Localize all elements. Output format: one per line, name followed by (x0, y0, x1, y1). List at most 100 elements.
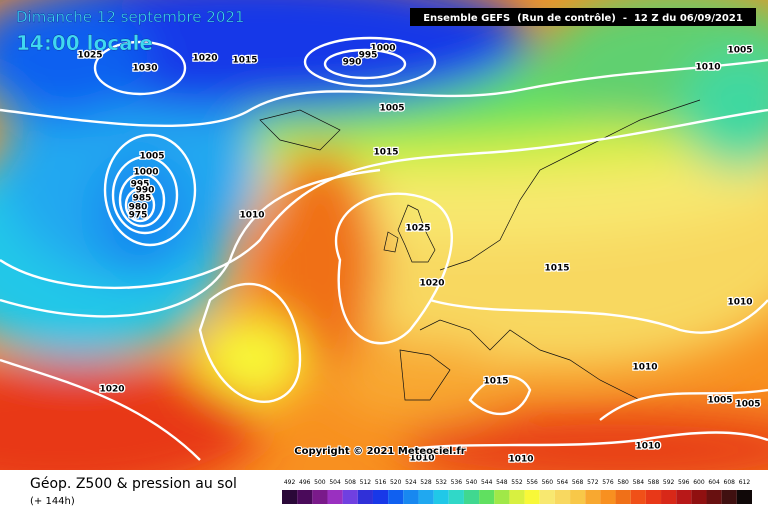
scale-label: 544 (481, 479, 493, 486)
isobar-label: 990 (136, 186, 155, 196)
geopotential-field (0, 0, 768, 470)
scale-label: 524 (405, 479, 417, 486)
isobar-label: 1020 (192, 54, 217, 64)
scale-cell (661, 490, 677, 504)
isobar-label: 1005 (727, 46, 752, 56)
scale-label: 552 (511, 479, 523, 486)
scale-label: 556 (526, 479, 538, 486)
scale-cell (403, 490, 419, 504)
isobar-label: 1025 (405, 224, 430, 234)
scale-cell (479, 490, 495, 504)
isobar-label: 1005 (139, 152, 164, 162)
scale-cell (433, 490, 449, 504)
scale-cell (494, 490, 510, 504)
scale-cell (570, 490, 586, 504)
scale-cell (600, 490, 616, 504)
scale-label: 600 (693, 479, 705, 486)
isobar-label: 980 (129, 203, 148, 213)
scale-label: 576 (602, 479, 614, 486)
scale-cell (630, 490, 646, 504)
isobar-label: 1010 (409, 454, 434, 464)
isobar-label: 1015 (544, 264, 569, 274)
scale-label: 560 (542, 479, 554, 486)
scale-cell (357, 490, 373, 504)
isobar-label: 990 (343, 58, 362, 68)
scale-cell (297, 490, 313, 504)
scale-cell (524, 490, 540, 504)
scale-cell (388, 490, 404, 504)
scale-label: 500 (314, 479, 326, 486)
model-box (410, 8, 756, 26)
isobar-label: 1010 (727, 298, 752, 308)
time-label: 14:00 locale (16, 31, 153, 55)
isobar-label: 1015 (373, 148, 398, 158)
isobar-label: 995 (131, 180, 150, 190)
scale-label: 580 (617, 479, 629, 486)
scale-label: 512 (360, 479, 372, 486)
isobar-label: 1025 (77, 51, 102, 61)
isobar-label: 1010 (508, 455, 533, 465)
isobar-label: 975 (129, 211, 148, 221)
isobar-label: 1010 (695, 63, 720, 73)
scale-label: 532 (435, 479, 447, 486)
scale-cell (372, 490, 389, 504)
isobar-label: 995 (359, 51, 378, 61)
scale-label: 504 (329, 479, 341, 486)
scale-label: 588 (648, 479, 660, 486)
scale-label: 496 (299, 479, 311, 486)
isobar-label: 1005 (707, 396, 732, 406)
isobar-label: 1015 (483, 377, 508, 387)
isobar-label: 1005 (379, 104, 404, 114)
scale-label: 604 (708, 479, 720, 486)
scale-label: 564 (557, 479, 569, 486)
scale-cell (327, 490, 343, 504)
isobar-label: 1010 (239, 211, 264, 221)
isobar-label: 1030 (132, 64, 157, 74)
scale-cell (312, 490, 328, 504)
scale-cell (282, 490, 298, 504)
scale-cell (691, 490, 707, 504)
scale-cell (585, 490, 601, 504)
scale-label: 568 (572, 479, 584, 486)
scale-label: 612 (739, 479, 751, 486)
scale-label: 548 (496, 479, 508, 486)
scale-label: 536 (451, 479, 463, 486)
isobar-label: 1010 (635, 442, 660, 452)
scale-label: 596 (678, 479, 690, 486)
scale-label: 592 (663, 479, 675, 486)
scale-label: 540 (466, 479, 478, 486)
scale-cell (721, 490, 737, 504)
scale-cell (418, 490, 434, 504)
scale-cell (706, 490, 722, 504)
scale-cell (509, 490, 525, 504)
isobar-lines (0, 36, 768, 461)
scale-cell (342, 490, 358, 504)
isobar-label: 1015 (232, 56, 257, 66)
isobar-label: 1000 (133, 168, 158, 178)
scale-cell (554, 490, 571, 504)
isobar-label: 1020 (99, 385, 124, 395)
scale-cell (448, 490, 464, 504)
isobar-label: 1005 (735, 400, 760, 410)
isobar-label: 1000 (370, 44, 395, 54)
scale-label: 508 (344, 479, 356, 486)
scale-cell (676, 490, 692, 504)
scale-label: 528 (420, 479, 432, 486)
scale-label: 492 (284, 479, 296, 486)
scale-cell (736, 490, 752, 504)
scale-label: 572 (587, 479, 599, 486)
scale-label: 608 (724, 479, 736, 486)
isobar-label: 1010 (632, 363, 657, 373)
date-label: Dimanche 12 septembre 2021 (16, 8, 244, 26)
copyright: Copyright © 2021 Meteociel.fr (294, 446, 465, 457)
scale-cell (463, 490, 480, 504)
scale-cell (615, 490, 631, 504)
field-label: Géop. Z500 & pression au sol (30, 476, 237, 492)
lead-label: (+ 144h) (30, 496, 75, 507)
isobar-label: 985 (133, 194, 152, 204)
scale-cell (539, 490, 555, 504)
isobar-label: 1020 (419, 279, 444, 289)
